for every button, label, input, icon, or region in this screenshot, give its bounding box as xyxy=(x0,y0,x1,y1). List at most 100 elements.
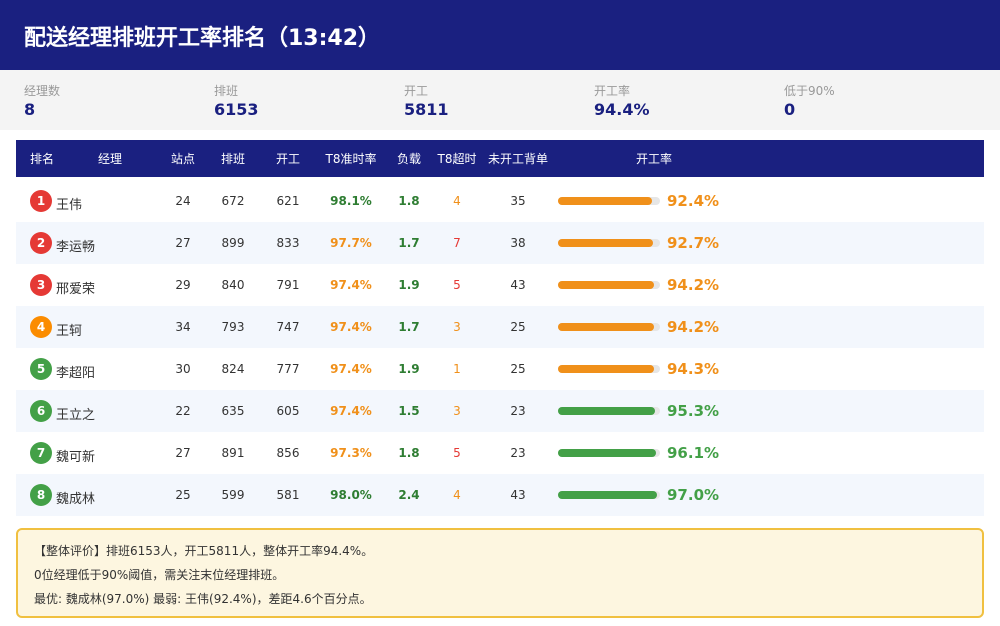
manager-name: 王立之 xyxy=(56,408,96,423)
rate-bar xyxy=(558,449,657,457)
stat-value: 0 xyxy=(784,100,796,119)
rank-badge: 3 xyxy=(30,274,52,296)
column-header: 站点 xyxy=(170,152,196,166)
cell-sites: 29 xyxy=(175,278,191,292)
cell-overtime: 1 xyxy=(453,362,461,376)
cell-load: 1.8 xyxy=(398,446,420,460)
rate-label: 96.1% xyxy=(667,444,720,462)
manager-name: 王轲 xyxy=(56,324,83,339)
cell-on-time: 98.1% xyxy=(330,194,372,208)
rate-track xyxy=(558,323,660,331)
cell-started: 833 xyxy=(276,236,300,250)
stat-label: 排班 xyxy=(214,84,239,98)
column-header: 开工 xyxy=(275,152,301,166)
rank-badge: 8 xyxy=(30,484,52,506)
column-header: 排班 xyxy=(220,152,246,166)
cell-overtime: 5 xyxy=(453,446,461,460)
rank-badge: 1 xyxy=(30,190,52,212)
manager-name: 邢爱荣 xyxy=(56,282,96,297)
rate-label: 92.4% xyxy=(667,192,720,210)
column-header: T8超时 xyxy=(437,152,477,166)
rate-label: 94.2% xyxy=(667,318,720,336)
cell-backlog: 23 xyxy=(510,404,526,418)
rate-label: 95.3% xyxy=(667,402,720,420)
rate-bar xyxy=(558,365,655,373)
rate-label: 92.7% xyxy=(667,234,720,252)
cell-backlog: 23 xyxy=(510,446,526,460)
table-row: 8 魏成林 25 599 581 98.0% 2.4 4 43 97.0% xyxy=(16,474,984,516)
summary-box: 【整体评价】排班6153人，开工5811人，整体开工率94.4%。 0位经理低于9… xyxy=(16,528,984,618)
cell-overtime: 5 xyxy=(453,278,461,292)
table-row: 7 魏可新 27 891 856 97.3% 1.8 5 23 96.1% xyxy=(16,432,984,474)
rate-label: 94.3% xyxy=(667,360,720,378)
cell-load: 1.7 xyxy=(398,236,420,250)
column-header: 开工率 xyxy=(635,152,673,166)
rate-bar xyxy=(558,407,656,415)
cell-on-time: 97.3% xyxy=(330,446,372,460)
rate-bar xyxy=(558,491,657,499)
cell-scheduled: 672 xyxy=(221,194,245,208)
cell-started: 581 xyxy=(276,488,300,502)
table-row: 2 李运畅 27 899 833 97.7% 1.7 7 38 92.7% xyxy=(16,222,984,264)
cell-load: 1.9 xyxy=(398,278,420,292)
rate-bar xyxy=(558,197,653,205)
table-row: 5 李超阳 30 824 777 97.4% 1.9 1 25 94.3% xyxy=(16,348,984,390)
manager-name: 李运畅 xyxy=(56,240,96,255)
rate-track xyxy=(558,239,660,247)
cell-started: 777 xyxy=(276,362,300,376)
cell-backlog: 35 xyxy=(510,194,526,208)
rate-track xyxy=(558,449,660,457)
stat-label: 经理数 xyxy=(24,84,61,98)
column-header: 排名 xyxy=(29,152,55,166)
cell-scheduled: 840 xyxy=(221,278,245,292)
stats-bar: 经理数 8 排班 6153 开工 5811 开工率 94.4% 低于90% 0 xyxy=(0,70,1000,130)
rank-badge: 4 xyxy=(30,316,52,338)
cell-overtime: 4 xyxy=(453,488,461,502)
stat-value: 5811 xyxy=(404,100,449,119)
cell-on-time: 97.4% xyxy=(330,320,372,334)
cell-scheduled: 899 xyxy=(221,236,245,250)
column-header: 经理 xyxy=(97,152,123,166)
title: 配送经理排班开工率排名（13:42） xyxy=(24,26,381,51)
stat-label: 低于90% xyxy=(784,84,835,98)
cell-sites: 27 xyxy=(175,236,191,250)
cell-sites: 22 xyxy=(175,404,191,418)
rank-badge: 7 xyxy=(30,442,52,464)
rank-badge: 6 xyxy=(30,400,52,422)
stat-value: 6153 xyxy=(214,100,259,119)
cell-sites: 24 xyxy=(175,194,191,208)
cell-started: 747 xyxy=(276,320,300,334)
table-row: 4 王轲 34 793 747 97.4% 1.7 3 25 94.2% xyxy=(16,306,984,348)
cell-started: 605 xyxy=(276,404,300,418)
cell-on-time: 97.4% xyxy=(330,278,372,292)
cell-sites: 30 xyxy=(175,362,191,376)
cell-started: 621 xyxy=(276,194,300,208)
cell-sites: 25 xyxy=(175,488,191,502)
cell-scheduled: 599 xyxy=(221,488,245,502)
rate-track xyxy=(558,491,660,499)
cell-sites: 27 xyxy=(175,446,191,460)
rank-badge: 5 xyxy=(30,358,52,380)
cell-started: 856 xyxy=(276,446,300,460)
cell-scheduled: 635 xyxy=(221,404,245,418)
rank-badge: 2 xyxy=(30,232,52,254)
summary-line: 0位经理低于90%阈值，需关注末位经理排班。 xyxy=(34,568,285,582)
cell-overtime: 3 xyxy=(453,404,461,418)
table-header: 排名 经理 站点 排班 开工 T8准时率 负载 T8超时 未开工背单 开工率 xyxy=(16,140,984,177)
rate-label: 97.0% xyxy=(667,486,720,504)
cell-backlog: 25 xyxy=(510,320,526,334)
column-header: 未开工背单 xyxy=(487,152,549,166)
rate-label: 94.2% xyxy=(667,276,720,294)
rate-bar xyxy=(558,323,655,331)
table-row: 6 王立之 22 635 605 97.4% 1.5 3 23 95.3% xyxy=(16,390,984,432)
cell-backlog: 43 xyxy=(510,488,526,502)
header: 配送经理排班开工率排名（13:42） xyxy=(0,0,1000,70)
table-row: 3 邢爱荣 29 840 791 97.4% 1.9 5 43 94.2% xyxy=(16,264,984,306)
cell-backlog: 25 xyxy=(510,362,526,376)
rate-track xyxy=(558,365,660,373)
cell-started: 791 xyxy=(276,278,300,292)
rate-track xyxy=(558,281,660,289)
summary-line: 【整体评价】排班6153人，开工5811人，整体开工率94.4%。 xyxy=(34,544,374,558)
manager-name: 魏成林 xyxy=(56,492,96,507)
